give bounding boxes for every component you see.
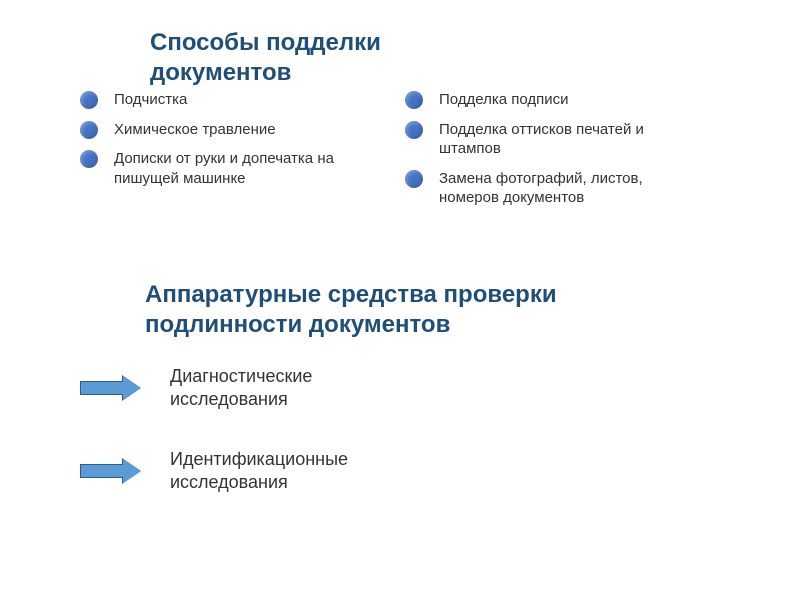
bullet-icon [405,91,423,109]
bullet-text: Химическое травление [114,120,276,140]
bullet-text: Подделка оттисков печатей и штампов [439,120,685,159]
heading-verification-tools: Аппаратурные средства проверки подлиннос… [145,280,665,340]
bullet-text: Замена фотографий, листов, номеров докум… [439,169,685,208]
arrow-list: Диагностические исследования Идентификац… [80,365,430,531]
arrow-text: Идентификационные исследования [170,448,430,495]
bullet-item: Подчистка [80,90,340,110]
bullet-text: Подчистка [114,90,187,110]
bullet-item: Дописки от руки и допечатка на пишущей м… [80,149,340,188]
bullet-item: Подделка подписи [405,90,685,110]
arrow-icon [80,459,142,483]
bullet-item: Замена фотографий, листов, номеров докум… [405,169,685,208]
arrow-text: Диагностические исследования [170,365,430,412]
bullet-icon [80,150,98,168]
bullet-icon [80,121,98,139]
arrow-item: Диагностические исследования [80,365,430,412]
bullet-item: Подделка оттисков печатей и штампов [405,120,685,159]
bullet-text: Дописки от руки и допечатка на пишущей м… [114,149,340,188]
arrow-item: Идентификационные исследования [80,448,430,495]
heading-forgery-methods: Способы подделки документов [150,28,450,88]
bullet-item: Химическое травление [80,120,340,140]
bullet-column-left: Подчистка Химическое травление Дописки о… [80,90,340,198]
bullet-icon [405,170,423,188]
arrow-icon [80,376,142,400]
bullet-icon [80,91,98,109]
bullet-column-right: Подделка подписи Подделка оттисков печат… [405,90,685,218]
bullet-text: Подделка подписи [439,90,569,110]
bullet-icon [405,121,423,139]
